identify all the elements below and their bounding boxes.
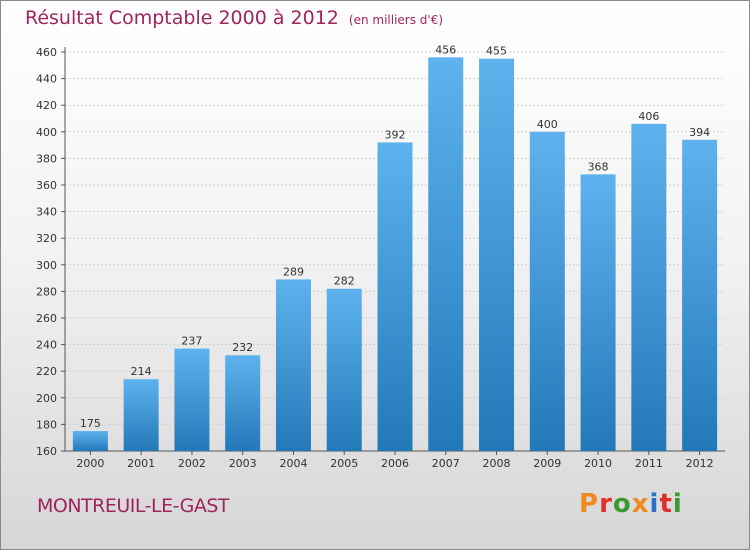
y-tick-label: 240 [36,339,57,352]
logo-letter: t [659,489,673,519]
logo-letter: i [649,489,660,519]
y-tick-label: 320 [36,232,57,245]
logo-letter: i [672,489,683,519]
data-label-2008: 455 [486,45,507,58]
bar-2010 [580,174,616,452]
labels: 160 180 200 220 240 260 280 300 320 340 360 380 400 4… [36,43,714,470]
x-tick-label-2011: 2011 [635,457,663,470]
x-tick-label-2007: 2007 [432,457,460,470]
y-tick-label: 200 [36,392,57,405]
bar-2011 [631,123,667,451]
data-label-2010: 368 [588,160,609,173]
bars [72,57,718,452]
y-tick-label: 220 [36,365,57,378]
bar-2003 [225,355,261,451]
y-tick-label: 460 [36,46,57,59]
x-tick-label-2002: 2002 [178,457,206,470]
x-tick-label-2001: 2001 [127,457,155,470]
data-label-2005: 282 [334,275,355,288]
y-tick-label: 440 [36,73,57,86]
data-label-2012: 394 [689,126,710,139]
bar-2009 [529,131,565,452]
title-unit: (en milliers d'€) [348,13,444,27]
y-tick-label: 280 [36,285,57,298]
data-label-2001: 214 [131,365,152,378]
bar-2005 [326,288,362,451]
chart-title: Résultat Comptable 2000 à 2012 (en millie… [25,7,443,29]
x-tick-label-2006: 2006 [381,457,409,470]
bar-2008 [479,58,515,452]
data-label-2006: 392 [385,128,406,141]
bar-2001 [123,379,159,451]
y-tick-label: 380 [36,152,57,165]
y-tick-label: 260 [36,312,57,325]
bar-2002 [174,348,210,451]
logo-letter: P [579,489,600,519]
logo-letter: x [631,489,650,519]
x-tick-label-2012: 2012 [686,457,714,470]
y-tick-label: 160 [36,445,57,458]
y-tick-label: 400 [36,126,57,139]
x-tick-label-2004: 2004 [279,457,307,470]
proxiti-logo: Proxiti [579,489,683,519]
bar-2007 [428,57,464,451]
logo-letter: r [599,489,613,519]
x-tick-label-2003: 2003 [229,457,257,470]
logo-letter: o [612,489,632,519]
bar-2000 [72,431,108,451]
x-tick-label-2005: 2005 [330,457,358,470]
x-tick-label-2009: 2009 [533,457,561,470]
data-label-2007: 456 [435,43,456,56]
data-label-2002: 237 [181,335,202,348]
data-label-2009: 400 [537,118,558,131]
commune-name: MONTREUIL-LE-GAST [37,495,230,517]
x-tick-label-2000: 2000 [76,457,104,470]
x-tick-label-2010: 2010 [584,457,612,470]
bar-2012 [682,139,718,451]
data-label-2011: 406 [638,110,659,123]
y-tick-label: 340 [36,206,57,219]
data-label-2000: 175 [80,417,101,430]
x-tick-label-2008: 2008 [483,457,511,470]
data-label-2003: 232 [232,341,253,354]
y-tick-label: 360 [36,179,57,192]
data-label-2004: 289 [283,265,304,278]
y-tick-label: 300 [36,259,57,272]
y-tick-label: 420 [36,99,57,112]
bar-2006 [377,142,413,451]
bar-2004 [275,279,311,451]
y-tick-label: 180 [36,418,57,431]
title-text: Résultat Comptable 2000 à 2012 [25,7,339,29]
